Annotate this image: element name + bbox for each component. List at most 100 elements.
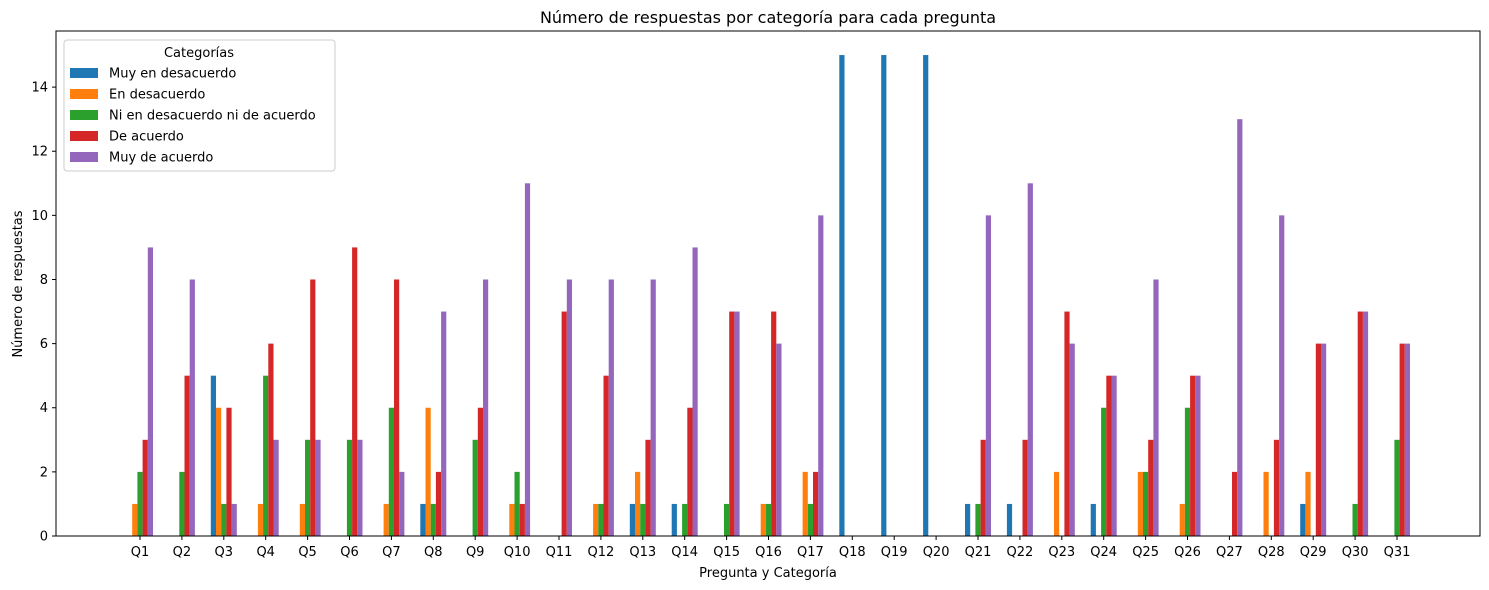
bar-q8-series-5: [441, 311, 447, 536]
bar-q22-series-1: [1006, 503, 1013, 536]
legend-swatch: [70, 68, 98, 78]
chart-title: Número de respuestas por categoría para …: [540, 8, 996, 27]
x-tick-label: Q23: [1048, 545, 1075, 560]
legend-label: De acuerdo: [109, 130, 184, 145]
bar-q2-series-3: [179, 471, 185, 536]
bar-q28-series-4: [1273, 439, 1280, 536]
x-tick-label: Q12: [588, 545, 615, 560]
bar-q10-series-4: [519, 503, 525, 536]
bar-q30-series-3: [1352, 503, 1358, 536]
bar-q3-series-2: [216, 407, 222, 536]
bar-q26-series-5: [1195, 375, 1201, 536]
bar-q26-series-4: [1190, 375, 1196, 536]
bar-q23-series-4: [1064, 311, 1070, 536]
legend-swatch: [70, 131, 98, 141]
bar-q29-series-2: [1305, 471, 1311, 536]
bar-q21-series-4: [980, 439, 986, 536]
bar-q21-series-3: [975, 503, 981, 536]
bar-q10-series-2: [509, 503, 515, 536]
x-tick-label: Q9: [466, 545, 485, 560]
bar-q16-series-2: [760, 503, 766, 536]
bar-q29-series-4: [1315, 343, 1321, 536]
x-tick-label: Q15: [713, 545, 740, 560]
bars-group: [132, 55, 1410, 537]
bar-q7-series-2: [383, 503, 389, 536]
x-axis-ticks: Q1 Q2 Q3 Q4 Q5 Q6 Q7 Q8 Q9 Q10 Q11 Q12 Q13 Q14 Q15 Q16 Q…: [131, 536, 1410, 560]
bar-q8-series-1: [420, 503, 426, 536]
bar-q17-series-5: [818, 215, 824, 536]
legend-title: Categorías: [164, 46, 234, 61]
x-tick-label: Q18: [839, 545, 866, 560]
bar-q14-series-5: [692, 247, 698, 536]
bar-q31-series-4: [1399, 343, 1405, 536]
x-tick-label: Q24: [1090, 545, 1117, 560]
bar-q14-series-4: [687, 407, 693, 536]
bar-q1-series-2: [132, 503, 138, 536]
bar-q12-series-5: [608, 279, 614, 536]
bar-q30-series-4: [1357, 311, 1363, 536]
y-tick-label: 0: [40, 530, 48, 545]
bar-q22-series-4: [1022, 439, 1028, 536]
bar-q3-series-4: [226, 407, 232, 536]
bar-q4-series-2: [257, 503, 264, 536]
bar-q25-series-3: [1143, 471, 1149, 536]
y-tick-label: 2: [40, 465, 48, 480]
legend-label: Ni en desacuerdo ni de acuerdo: [109, 109, 316, 124]
x-tick-label: Q11: [546, 545, 573, 560]
bar-q25-series-4: [1148, 439, 1154, 536]
x-tick-label: Q10: [504, 545, 531, 560]
bar-q8-series-4: [435, 471, 442, 536]
x-tick-label: Q29: [1300, 545, 1327, 560]
x-tick-label: Q27: [1216, 545, 1243, 560]
y-axis-label: Número de respuestas: [11, 210, 26, 357]
bar-q26-series-2: [1179, 503, 1185, 536]
bar-q16-series-4: [771, 311, 777, 536]
bar-q24-series-4: [1106, 375, 1112, 536]
bar-q10-series-3: [514, 471, 520, 536]
x-tick-label: Q17: [797, 545, 824, 560]
bar-q13-series-1: [629, 503, 635, 536]
legend-label: En desacuerdo: [109, 88, 205, 103]
bar-q11-series-4: [561, 311, 567, 536]
bar-q19-series-1: [881, 55, 887, 537]
bar-q31-series-5: [1404, 343, 1410, 536]
x-tick-label: Q3: [215, 545, 234, 560]
bar-q5-series-3: [305, 439, 311, 536]
bar-q10-series-5: [524, 183, 531, 537]
bar-q5-series-4: [310, 279, 316, 536]
x-tick-label: Q28: [1258, 545, 1285, 560]
bar-q15-series-4: [729, 311, 735, 536]
bar-q17-series-4: [813, 471, 819, 536]
bar-q8-series-2: [425, 407, 431, 536]
x-tick-label: Q16: [755, 545, 782, 560]
bar-q16-series-3: [765, 503, 772, 536]
y-tick-label: 6: [40, 337, 48, 352]
bar-q3-series-5: [231, 503, 237, 536]
x-tick-label: Q7: [382, 545, 401, 560]
bar-q13-series-2: [635, 471, 641, 536]
bar-q3-series-3: [221, 503, 227, 536]
bar-q14-series-1: [671, 503, 677, 536]
x-tick-label: Q13: [629, 545, 656, 560]
x-tick-label: Q8: [424, 545, 443, 560]
bar-q21-series-1: [965, 503, 971, 536]
bar-q14-series-3: [682, 503, 688, 536]
bar-q3-series-1: [210, 375, 216, 536]
y-tick-label: 12: [31, 145, 48, 160]
bar-q17-series-2: [802, 471, 808, 536]
bar-q29-series-1: [1300, 503, 1306, 536]
bar-q1-series-5: [147, 247, 153, 536]
x-tick-label: Q22: [1007, 545, 1034, 560]
x-tick-label: Q5: [298, 545, 317, 560]
bar-q22-series-5: [1027, 183, 1033, 537]
bar-q30-series-5: [1362, 311, 1369, 536]
bar-q5-series-2: [299, 503, 305, 536]
x-axis-label: Pregunta y Categoría: [699, 566, 837, 581]
x-tick-label: Q25: [1132, 545, 1159, 560]
x-tick-label: Q26: [1174, 545, 1201, 560]
bar-q7-series-5: [399, 471, 405, 536]
x-tick-label: Q4: [256, 545, 275, 560]
y-tick-label: 4: [40, 401, 48, 416]
bar-q15-series-5: [734, 311, 740, 536]
